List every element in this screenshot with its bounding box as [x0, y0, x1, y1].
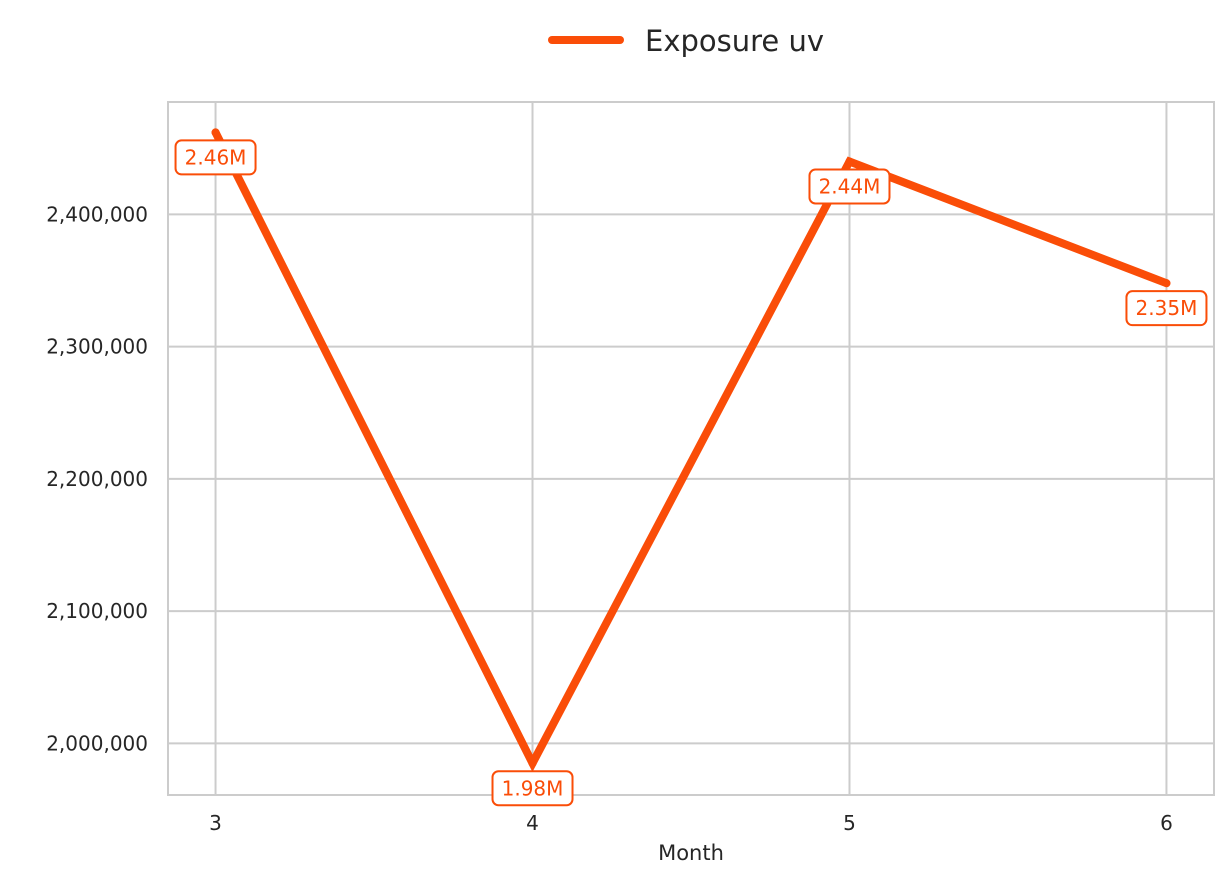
- data-label-box: [174, 139, 257, 176]
- x-tick-label: 5: [843, 811, 856, 835]
- x-axis-label: Month: [658, 841, 724, 865]
- y-tick-label: 2,000,000: [46, 731, 148, 755]
- x-tick-label: 4: [526, 811, 539, 835]
- y-tick-label: 2,100,000: [46, 599, 148, 623]
- data-point: [211, 128, 220, 137]
- data-label-text: 1.98M: [502, 776, 564, 800]
- data-label-text: 2.46M: [185, 145, 247, 169]
- y-tick-label: 2,300,000: [46, 335, 148, 359]
- data-label-text: 2.44M: [819, 175, 881, 199]
- data-point: [1162, 279, 1171, 288]
- data-label-box: [491, 770, 574, 807]
- x-tick-label: 3: [209, 811, 222, 835]
- y-tick-label: 2,400,000: [46, 202, 148, 226]
- y-axis-ticks: 2,000,000 2,100,000 2,200,000 2,300,000 2,40…: [46, 202, 148, 755]
- x-tick-label: 6: [1160, 811, 1173, 835]
- data-label-box: [1125, 290, 1208, 327]
- y-tick-label: 2,200,000: [46, 467, 148, 491]
- data-point: [528, 759, 537, 768]
- legend-label: Exposure uv: [645, 24, 824, 58]
- legend: Exposure uv: [548, 24, 824, 58]
- series-layer: [211, 128, 1171, 773]
- data-label: 2.35M: [1125, 290, 1208, 327]
- grid: [168, 102, 1214, 795]
- data-label: 2.46M: [174, 139, 257, 176]
- series-line: [211, 128, 1171, 773]
- data-point: [845, 157, 854, 166]
- data-label: 1.98M: [491, 770, 574, 807]
- plot-frame: [167, 101, 1215, 796]
- data-label-text: 2.35M: [1136, 296, 1198, 320]
- data-labels-layer: 2.46M 1.98M 2.44M 2.35M: [174, 139, 1208, 807]
- x-axis-ticks: 3 4 5 6: [209, 811, 1173, 835]
- data-label: 2.44M: [808, 168, 891, 205]
- data-label-box: [808, 168, 891, 205]
